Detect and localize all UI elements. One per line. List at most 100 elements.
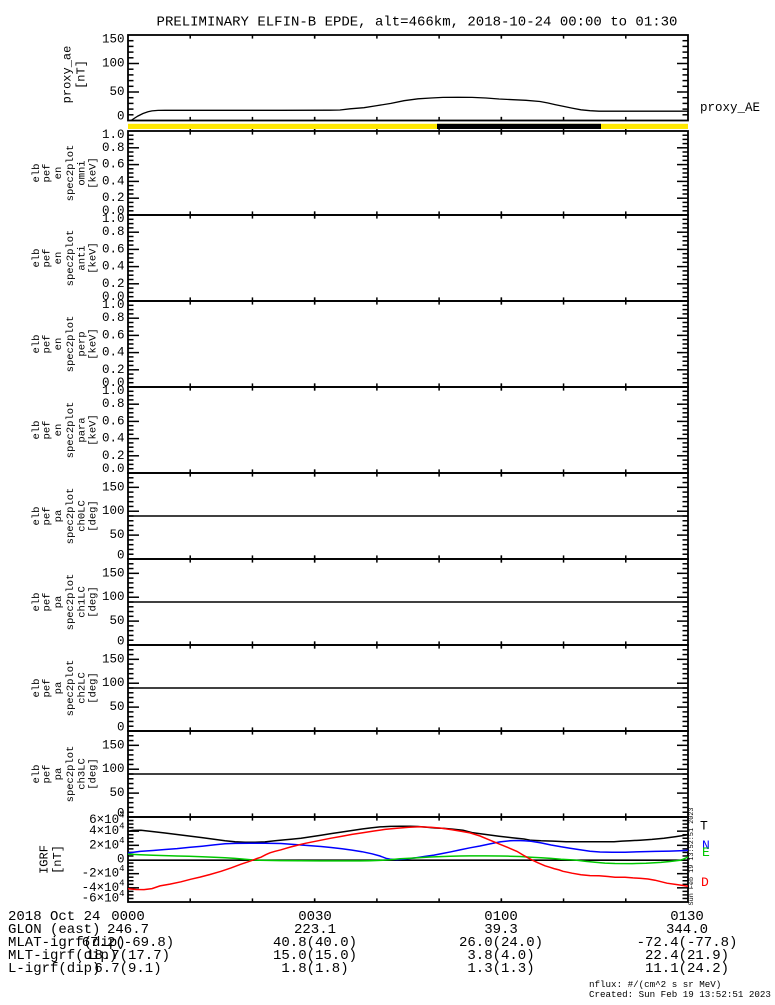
svg-text:0.0: 0.0: [102, 462, 125, 476]
svg-text:pef: pef: [42, 421, 54, 440]
svg-text:50: 50: [109, 614, 124, 628]
svg-text:2×104: 2×104: [89, 836, 124, 853]
svg-text:6.7(9.1): 6.7(9.1): [94, 961, 161, 977]
svg-text:spec2plot: spec2plot: [65, 316, 77, 373]
svg-text:150: 150: [102, 738, 125, 752]
svg-text:3.8(4.0): 3.8(4.0): [467, 948, 534, 964]
svg-text:246.7: 246.7: [107, 922, 149, 938]
svg-text:perp: perp: [77, 331, 89, 356]
svg-text:[nT]: [nT]: [51, 845, 65, 874]
svg-text:pa: pa: [53, 768, 65, 781]
svg-text:ch1LC: ch1LC: [77, 586, 89, 618]
svg-text:pef: pef: [42, 335, 54, 354]
svg-text:0.6: 0.6: [102, 158, 125, 172]
svg-text:0: 0: [117, 853, 125, 867]
svg-text:0.6: 0.6: [102, 414, 125, 428]
svg-text:150: 150: [102, 566, 125, 580]
svg-text:pef: pef: [42, 679, 54, 698]
svg-text:15.0(15.0): 15.0(15.0): [273, 948, 357, 964]
svg-text:[keV]: [keV]: [88, 157, 100, 189]
svg-text:Created: Sun Feb 19 13:52:51 2: Created: Sun Feb 19 13:52:51 2023: [589, 989, 771, 1000]
svg-text:spec2plot: spec2plot: [65, 488, 77, 545]
svg-text:PRELIMINARY ELFIN-B EPDE, alt=: PRELIMINARY ELFIN-B EPDE, alt=466km, 201…: [157, 15, 678, 31]
svg-text:[deg]: [deg]: [88, 672, 100, 704]
svg-text:en: en: [53, 252, 65, 265]
svg-text:0.4: 0.4: [102, 346, 125, 360]
svg-text:proxy_ae: proxy_ae: [61, 46, 75, 104]
svg-text:22.4(21.9): 22.4(21.9): [645, 948, 729, 964]
svg-text:0.8: 0.8: [102, 225, 125, 239]
svg-text:[deg]: [deg]: [88, 500, 100, 532]
svg-text:pa: pa: [53, 510, 65, 523]
svg-text:67.2(-69.8): 67.2(-69.8): [82, 935, 174, 951]
svg-text:anti: anti: [77, 245, 89, 270]
svg-text:150: 150: [102, 652, 125, 666]
svg-text:18.7(17.7): 18.7(17.7): [86, 948, 170, 964]
svg-text:1.8(1.8): 1.8(1.8): [281, 961, 348, 977]
svg-text:100: 100: [102, 762, 125, 776]
svg-text:2018 Oct 24: 2018 Oct 24: [8, 909, 100, 925]
svg-text:0.0: 0.0: [102, 204, 125, 218]
svg-text:223.1: 223.1: [294, 922, 336, 938]
svg-text:elb: elb: [31, 249, 43, 268]
svg-text:6×104: 6×104: [89, 811, 124, 828]
svg-text:100: 100: [102, 676, 125, 690]
svg-text:4×104: 4×104: [89, 822, 124, 839]
svg-text:50: 50: [109, 85, 124, 99]
svg-text:MLAT-igrf(dip): MLAT-igrf(dip): [8, 935, 126, 951]
svg-text:[keV]: [keV]: [88, 328, 100, 360]
svg-text:N: N: [702, 838, 710, 853]
svg-text:0.4: 0.4: [102, 260, 125, 274]
svg-text:0030: 0030: [298, 909, 332, 925]
svg-text:-4×104: -4×104: [82, 878, 125, 895]
svg-text:100: 100: [102, 590, 125, 604]
svg-text:0000: 0000: [111, 909, 145, 925]
svg-text:39.3: 39.3: [484, 922, 518, 938]
svg-text:omni: omni: [77, 160, 89, 185]
svg-text:0.0: 0.0: [102, 290, 125, 304]
svg-text:para: para: [77, 417, 89, 442]
svg-text:0.6: 0.6: [102, 242, 125, 256]
svg-text:ch3LC: ch3LC: [77, 758, 89, 790]
svg-text:0.8: 0.8: [102, 311, 125, 325]
svg-text:elb: elb: [31, 507, 43, 526]
svg-text:0.4: 0.4: [102, 174, 125, 188]
svg-text:spec2plot: spec2plot: [65, 660, 77, 717]
svg-text:50: 50: [109, 786, 124, 800]
svg-text:1.0: 1.0: [102, 212, 125, 226]
svg-text:150: 150: [102, 33, 125, 47]
svg-text:Sun Feb 19 13:52:51 2023: Sun Feb 19 13:52:51 2023: [688, 808, 696, 906]
svg-text:spec2plot: spec2plot: [65, 746, 77, 803]
svg-text:26.0(24.0): 26.0(24.0): [459, 935, 543, 951]
svg-text:pef: pef: [42, 593, 54, 612]
svg-text:0100: 0100: [484, 909, 518, 925]
svg-text:elb: elb: [31, 765, 43, 784]
svg-text:0.0: 0.0: [102, 376, 125, 390]
svg-text:proxy_AE: proxy_AE: [700, 101, 760, 115]
svg-text:0.8: 0.8: [102, 397, 125, 411]
svg-text:spec2plot: spec2plot: [65, 402, 77, 459]
svg-text:40.8(40.0): 40.8(40.0): [273, 935, 357, 951]
svg-text:en: en: [53, 338, 65, 351]
svg-text:IGRF: IGRF: [38, 845, 52, 874]
svg-text:1.3(1.3): 1.3(1.3): [467, 961, 534, 977]
svg-text:0: 0: [117, 634, 125, 648]
svg-text:[keV]: [keV]: [88, 242, 100, 274]
svg-text:spec2plot: spec2plot: [65, 145, 77, 202]
svg-text:E: E: [702, 845, 710, 860]
svg-text:1.0: 1.0: [102, 384, 125, 398]
svg-text:0: 0: [117, 548, 125, 562]
svg-text:[nT]: [nT]: [75, 60, 89, 89]
svg-text:100: 100: [102, 57, 125, 71]
svg-text:spec2plot: spec2plot: [65, 230, 77, 287]
svg-text:nflux: #/(cm^2 s sr MeV): nflux: #/(cm^2 s sr MeV): [589, 979, 721, 990]
svg-text:elb: elb: [31, 593, 43, 612]
svg-text:0: 0: [117, 806, 125, 820]
svg-text:[keV]: [keV]: [88, 414, 100, 446]
svg-text:100: 100: [102, 504, 125, 518]
svg-text:MLT-igrf(dip): MLT-igrf(dip): [8, 948, 117, 964]
svg-text:elb: elb: [31, 335, 43, 354]
svg-text:50: 50: [109, 700, 124, 714]
svg-text:1.0: 1.0: [102, 128, 125, 142]
svg-text:0.6: 0.6: [102, 328, 125, 342]
